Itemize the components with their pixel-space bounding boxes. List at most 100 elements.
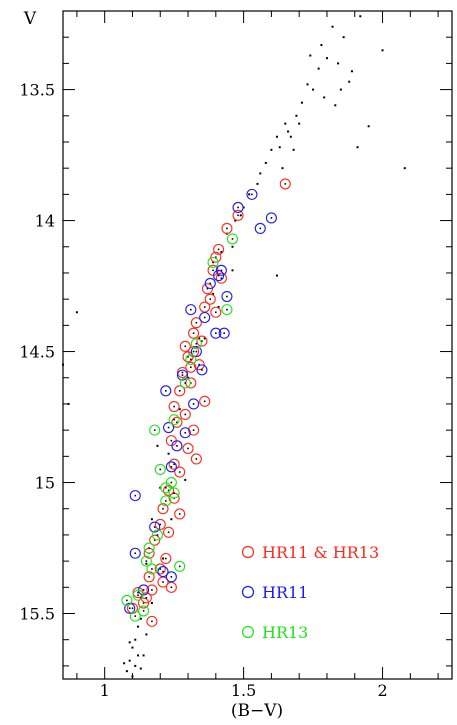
- star-point: [178, 565, 181, 568]
- star-marker: [124, 602, 136, 614]
- star-marker: [121, 594, 133, 606]
- star-point: [128, 641, 131, 644]
- star-point: [62, 363, 64, 366]
- star-point: [187, 376, 190, 379]
- star-point: [231, 269, 234, 272]
- star-point: [159, 468, 162, 471]
- star-marker: [179, 427, 191, 439]
- legend-marker-hr11: [241, 585, 255, 599]
- star-point: [137, 591, 139, 594]
- star-point: [215, 311, 217, 314]
- star-marker: [265, 212, 277, 224]
- star-point: [350, 70, 353, 73]
- star-point: [212, 292, 215, 295]
- star-point: [284, 183, 287, 185]
- star-point: [173, 492, 175, 494]
- axis-tick-labels: 1 1.5 2 13.5 14 14.5 15 15.5: [19, 81, 387, 700]
- star-marker: [138, 597, 150, 609]
- star-marker: [218, 327, 230, 339]
- star-point: [167, 531, 170, 534]
- star-point: [187, 355, 189, 358]
- star-marker: [210, 327, 222, 339]
- star-marker: [199, 311, 211, 324]
- star-marker: [210, 251, 222, 263]
- star-point: [125, 670, 128, 673]
- star-point: [151, 620, 153, 623]
- star-point: [195, 321, 198, 324]
- star-point: [176, 445, 178, 447]
- star-point: [153, 429, 156, 431]
- star-point: [165, 390, 167, 392]
- star-point: [284, 122, 287, 125]
- star-point: [306, 83, 309, 86]
- star-point: [292, 148, 295, 151]
- star-point: [203, 306, 206, 308]
- star-point: [173, 463, 175, 465]
- star-marker: [201, 283, 214, 295]
- star-point: [173, 418, 175, 421]
- star-marker: [154, 518, 166, 530]
- star-point: [162, 581, 164, 583]
- star-marker: [221, 222, 233, 234]
- star-point: [281, 167, 284, 170]
- star-point: [190, 308, 192, 311]
- star-marker: [154, 463, 166, 475]
- star-point: [184, 413, 187, 416]
- star-point: [342, 36, 345, 39]
- star-marker: [221, 304, 233, 316]
- star-marker: [190, 453, 202, 465]
- star-marker: [221, 290, 233, 303]
- star-point: [167, 489, 170, 492]
- star-point: [145, 562, 148, 565]
- star-marker: [179, 377, 191, 389]
- star-marker: [146, 584, 158, 596]
- star-point: [259, 172, 262, 175]
- star-marker: [174, 385, 186, 397]
- star-marker: [163, 526, 175, 538]
- star-marker: [157, 566, 169, 578]
- star-point: [134, 552, 137, 555]
- x-axis-title: (B−V): [231, 701, 283, 721]
- star-point: [148, 576, 150, 578]
- legend: HR11 & HR13 HR11 HR13: [241, 543, 379, 642]
- star-marker: [132, 589, 144, 601]
- star-point: [192, 350, 195, 353]
- star-marker: [204, 277, 216, 289]
- star-point: [256, 182, 259, 185]
- star-marker: [196, 364, 208, 376]
- star-marker: [210, 306, 222, 318]
- star-marker: [143, 571, 155, 583]
- star-point: [145, 560, 148, 562]
- star-point: [190, 358, 192, 361]
- star-marker: [193, 359, 205, 371]
- star-point: [217, 274, 220, 277]
- star-point: [226, 295, 228, 298]
- star-marker: [160, 495, 172, 507]
- star-point: [165, 500, 167, 502]
- star-marker: [174, 508, 186, 520]
- star-point: [170, 481, 173, 484]
- star-marker: [168, 487, 180, 499]
- star-point: [178, 471, 181, 473]
- star-marker: [146, 615, 158, 627]
- star-point: [231, 238, 234, 240]
- star-marker: [179, 408, 191, 420]
- star-marker: [154, 563, 166, 575]
- star-point: [150, 518, 153, 521]
- star-marker: [279, 178, 291, 190]
- star-marker: [160, 552, 172, 565]
- star-marker: [143, 542, 155, 554]
- star-point: [226, 227, 228, 230]
- star-point: [167, 452, 170, 455]
- star-point: [275, 274, 278, 277]
- star-point: [170, 576, 173, 578]
- star-point: [137, 654, 140, 657]
- y-axis-title: V: [23, 9, 37, 29]
- star-point: [242, 206, 245, 209]
- star-point: [153, 539, 156, 541]
- star-point: [251, 193, 253, 196]
- star-point: [162, 557, 165, 560]
- legend-label-hr13: HR13: [262, 623, 308, 642]
- star-point: [203, 316, 206, 319]
- star-marker: [132, 587, 144, 599]
